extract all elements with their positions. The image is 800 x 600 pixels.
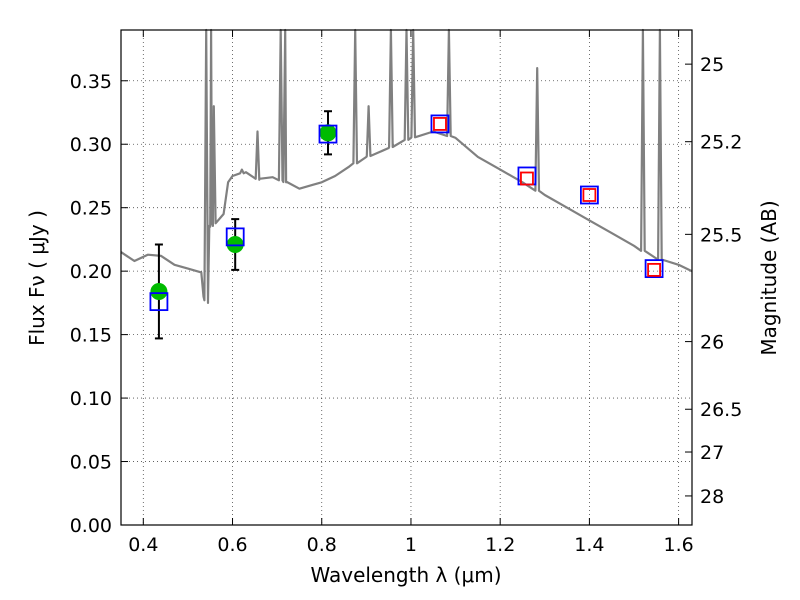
right-tick-label: 25	[700, 54, 724, 76]
observed-point	[319, 124, 337, 142]
model-spectrum-line	[120, 28, 693, 304]
model-blue-square	[430, 114, 450, 134]
model-red-square	[647, 262, 661, 277]
y-tick-label: 0.15	[70, 325, 112, 347]
x-tick-label: 1.4	[574, 534, 604, 556]
ticks-layer: 0.4 0.6 0.8 1 1.2 1.4 1.6 0.00 0.05 0.10 0.15 0.20 0…	[70, 30, 742, 556]
x-tick-label: 1.6	[664, 534, 694, 556]
model-red-square	[520, 171, 534, 186]
model-red-square	[433, 117, 447, 131]
y-tick-label: 0.25	[70, 198, 112, 220]
y-right-axis-title: Magnitude (AB)	[757, 200, 781, 355]
spectrum-layer	[120, 28, 693, 304]
grid-layer	[121, 30, 692, 526]
right-tick-label: 28	[700, 486, 724, 508]
x-tick-label: 1.2	[485, 534, 515, 556]
x-tick-label: 1	[405, 534, 417, 556]
plot-frame	[120, 29, 693, 526]
y-tick-label: 0.05	[70, 452, 112, 474]
right-tick-label: 26	[700, 332, 724, 354]
model-blue-square	[579, 185, 599, 205]
right-tick-label: 27	[700, 442, 724, 464]
model-red-square	[582, 188, 597, 202]
y-tick-label: 0.30	[70, 134, 112, 156]
points-layer	[149, 110, 664, 340]
y-tick-label: 0.00	[70, 515, 112, 537]
right-tick-label: 26.5	[700, 399, 742, 421]
y-tick-label: 0.20	[70, 261, 112, 283]
right-tick-label: 25.5	[700, 224, 742, 246]
model-blue-square	[149, 292, 169, 312]
y-tick-label: 0.35	[70, 71, 112, 93]
model-blue-square	[318, 124, 338, 144]
observed-point	[150, 282, 168, 300]
x-tick-label: 0.4	[128, 534, 158, 556]
model-blue-square	[644, 259, 664, 279]
x-tick-label: 0.8	[307, 534, 337, 556]
right-tick-label: 25.2	[700, 132, 742, 154]
y-tick-label: 0.10	[70, 388, 112, 410]
y-axis-title: Flux Fν ( μJy )	[25, 210, 49, 346]
x-tick-label: 0.6	[217, 534, 247, 556]
model-blue-square	[225, 227, 245, 247]
x-axis-title: Wavelength λ (μm)	[310, 563, 501, 587]
